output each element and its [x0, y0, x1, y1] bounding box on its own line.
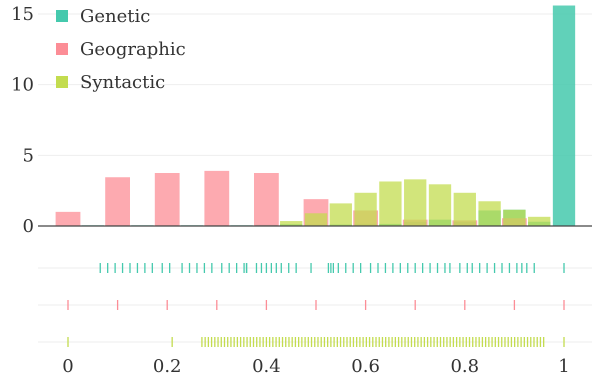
x-tick-label: 0.6: [351, 356, 380, 377]
legend-swatch-geographic: [56, 43, 68, 55]
legend: Genetic Geographic Syntactic: [56, 6, 186, 93]
y-tick-label: 15: [11, 4, 34, 25]
bar-syntactic: [329, 203, 352, 226]
bar-syntactic: [428, 184, 452, 226]
bar-syntactic: [304, 213, 328, 226]
bar-syntactic: [379, 181, 402, 226]
bar-geographic: [55, 211, 81, 226]
bar-layer: [55, 5, 576, 226]
x-tick-label: 0.4: [252, 356, 281, 377]
x-tick-label: 0.2: [153, 356, 182, 377]
legend-swatch-genetic: [56, 10, 68, 22]
bar-syntactic: [503, 209, 526, 226]
x-tick-label: 0: [62, 356, 73, 377]
bar-syntactic: [404, 179, 427, 226]
y-tick-label: 0: [23, 216, 34, 237]
bar-genetic: [552, 5, 576, 226]
y-tick-label: 5: [23, 145, 34, 166]
bar-geographic: [105, 177, 130, 226]
y-tick-label: 10: [11, 75, 34, 96]
axis-layer: 0 5 10 15 0 0.2 0.4 0.6 0.8 1: [11, 4, 592, 377]
bar-syntactic: [453, 192, 476, 226]
legend-label-geographic: Geographic: [80, 39, 186, 60]
legend-label-genetic: Genetic: [80, 6, 150, 27]
bar-geographic: [254, 173, 279, 226]
bar-geographic: [154, 173, 180, 226]
bar-syntactic: [478, 201, 501, 226]
bar-syntactic: [528, 216, 551, 226]
rug-layer: [67, 263, 565, 347]
bar-geographic: [204, 170, 230, 226]
x-tick-label: 0.8: [450, 356, 479, 377]
legend-swatch-syntactic: [56, 76, 68, 88]
x-tick-label: 1: [558, 356, 569, 377]
legend-label-syntactic: Syntactic: [80, 72, 165, 93]
bar-syntactic: [280, 221, 303, 226]
bar-syntactic: [354, 192, 377, 226]
